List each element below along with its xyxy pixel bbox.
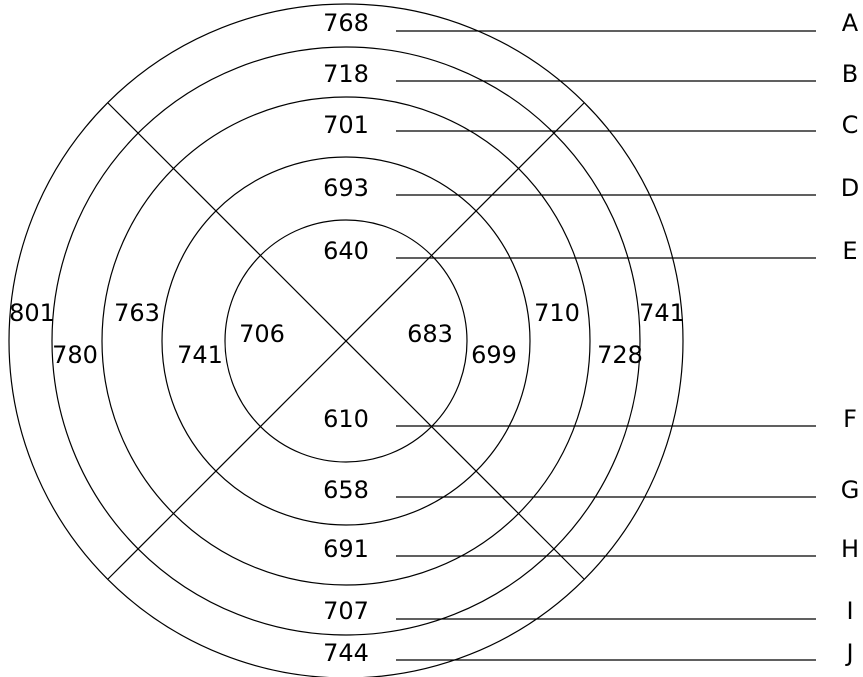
right-value-3: 710 bbox=[534, 299, 580, 327]
bottom-value-1: 610 bbox=[323, 405, 369, 433]
right-value-2: 699 bbox=[471, 341, 517, 369]
row-label-h: H bbox=[841, 535, 859, 563]
top-value-5: 640 bbox=[323, 237, 369, 265]
top-value-4: 693 bbox=[323, 174, 369, 202]
top-value-3: 701 bbox=[323, 111, 369, 139]
ring-2 bbox=[161, 156, 531, 526]
row-label-d: D bbox=[841, 174, 859, 202]
ring-4 bbox=[51, 46, 641, 636]
ring-inner bbox=[224, 219, 468, 463]
row-label-a: A bbox=[842, 9, 859, 37]
left-value-3: 763 bbox=[114, 299, 160, 327]
right-value-1: 683 bbox=[407, 320, 453, 348]
row-label-j: J bbox=[844, 639, 853, 667]
row-label-e: E bbox=[842, 237, 857, 265]
left-value-5: 706 bbox=[239, 320, 285, 348]
left-value-2: 780 bbox=[52, 341, 98, 369]
row-label-g: G bbox=[841, 476, 860, 504]
bottom-value-3: 691 bbox=[323, 535, 369, 563]
row-label-c: C bbox=[842, 111, 859, 139]
bottom-value-4: 707 bbox=[323, 597, 369, 625]
bottom-value-2: 658 bbox=[323, 476, 369, 504]
right-value-4: 728 bbox=[597, 341, 643, 369]
left-value-4: 741 bbox=[177, 341, 223, 369]
top-value-1: 768 bbox=[323, 9, 369, 37]
top-value-2: 718 bbox=[323, 60, 369, 88]
ring-3 bbox=[101, 96, 591, 586]
row-label-b: B bbox=[842, 60, 858, 88]
right-value-5: 741 bbox=[639, 299, 685, 327]
row-label-f: F bbox=[843, 405, 857, 433]
spoke-sw-ne bbox=[107, 102, 585, 580]
ring-outer bbox=[8, 3, 684, 677]
bottom-value-5: 744 bbox=[323, 639, 369, 667]
row-label-i: I bbox=[846, 597, 853, 625]
left-value-1: 801 bbox=[9, 299, 55, 327]
